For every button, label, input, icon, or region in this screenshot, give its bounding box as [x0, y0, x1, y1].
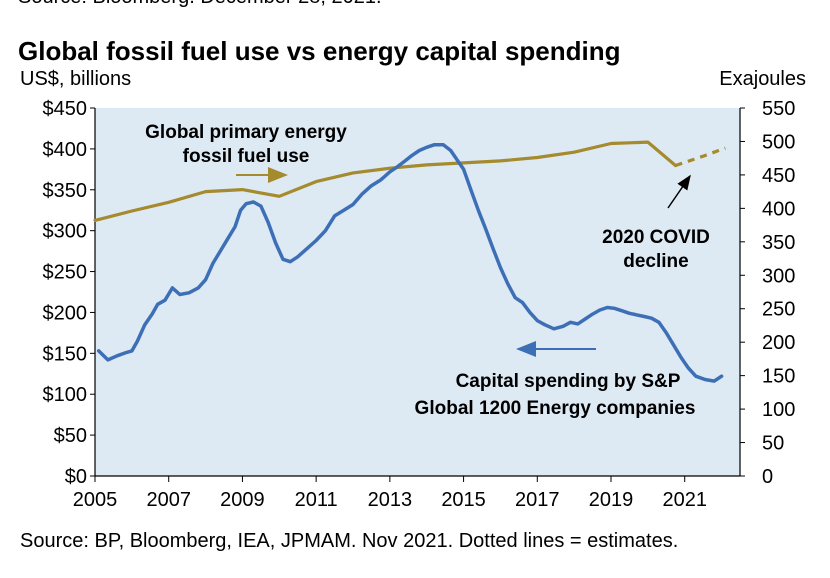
y-axis-right: 0 50 100 150 200 250 300 350 400 450 500 550	[739, 98, 795, 488]
x-tick-label: 2011	[295, 489, 338, 511]
y-left-tick-label: $300	[43, 221, 88, 243]
y-axis-left: $0 $50 $100 $150 $200 $250 $300 $350 $400 $450	[43, 98, 96, 488]
y-axis-left-label: US$, billions	[20, 68, 132, 90]
annotation-capex-line2: Global 1200 Energy companies	[415, 398, 696, 419]
y-left-tick-label: $350	[43, 180, 88, 202]
annotation-fossil-line2: fossil fuel use	[183, 146, 310, 167]
y-left-tick-label: $200	[43, 302, 88, 324]
x-tick-label: 2005	[73, 489, 118, 511]
y-right-tick-label: 100	[762, 399, 795, 421]
y-right-tick-label: 50	[762, 433, 784, 455]
y-right-tick-label: 500	[762, 131, 795, 153]
x-tick-label: 2013	[368, 489, 413, 511]
x-tick-label: 2009	[220, 489, 265, 511]
annotation-fossil-line1: Global primary energy	[145, 122, 347, 143]
series-group	[93, 140, 726, 383]
chart-title: Global fossil fuel use vs energy capital…	[18, 36, 621, 66]
y-right-tick-label: 350	[762, 232, 795, 254]
y-right-tick-label: 150	[762, 366, 795, 388]
series-line-1	[674, 146, 726, 168]
y-right-tick-label: 450	[762, 165, 795, 187]
x-tick-label: 2019	[589, 489, 634, 511]
annotation-covid-arrow	[667, 174, 691, 209]
top-source-note: Source: Bloomberg. December 28, 2021.	[18, 0, 382, 9]
y-left-tick-label: $250	[43, 262, 88, 284]
y-left-tick-label: $100	[43, 384, 88, 406]
y-right-tick-label: 300	[762, 265, 795, 287]
y-right-tick-label: 250	[762, 299, 795, 321]
x-tick-label: 2017	[515, 489, 560, 511]
y-right-tick-label: 200	[762, 332, 795, 354]
y-left-tick-label: $450	[43, 98, 88, 120]
series-line-0	[93, 140, 678, 222]
plot-background	[95, 108, 740, 476]
annotation-covid-line2: decline	[623, 251, 688, 272]
y-left-tick-label: $0	[65, 466, 87, 488]
y-right-tick-label: 400	[762, 198, 795, 220]
series-line-2	[96, 143, 724, 383]
footer-source: Source: BP, Bloomberg, IEA, JPMAM. Nov 2…	[20, 530, 679, 552]
y-left-tick-label: $50	[54, 425, 87, 447]
y-left-tick-label: $400	[43, 139, 88, 161]
y-left-tick-label: $150	[43, 343, 88, 365]
x-tick-label: 2007	[146, 489, 191, 511]
x-axis: 2005 2007 2009 2011 2013 2015 2017 2019 2021	[73, 475, 740, 511]
y-right-tick-label: 0	[762, 466, 773, 488]
y-axis-right-label: Exajoules	[719, 68, 806, 90]
chart: $0 $50 $100 $150 $200 $250 $300 $350 $400 $450 0 5…	[43, 98, 796, 511]
annotation-capex-line1: Capital spending by S&P	[456, 371, 681, 392]
y-right-tick-label: 550	[762, 98, 795, 120]
x-tick-label: 2015	[441, 489, 486, 511]
annotation-covid-line1: 2020 COVID	[602, 227, 710, 248]
x-tick-label: 2021	[662, 489, 707, 511]
